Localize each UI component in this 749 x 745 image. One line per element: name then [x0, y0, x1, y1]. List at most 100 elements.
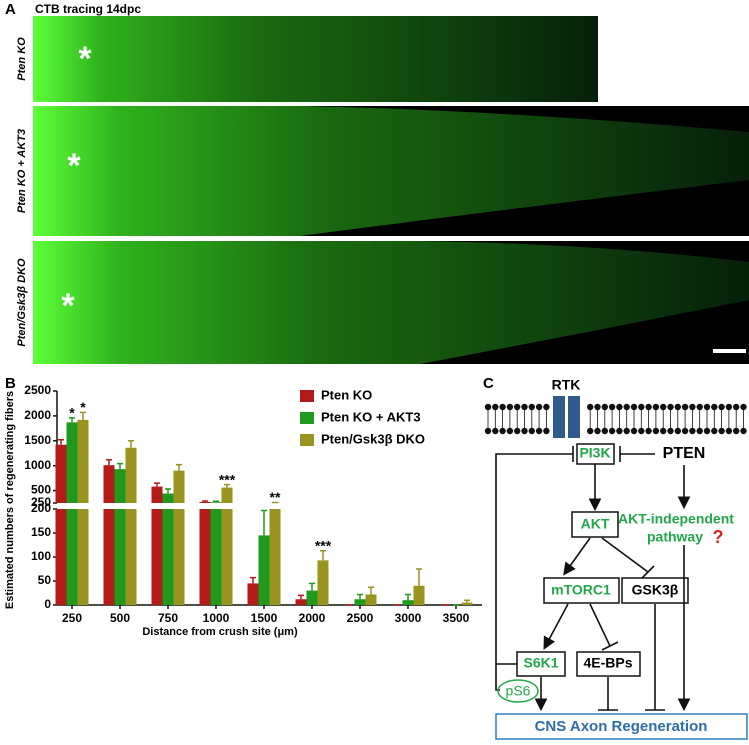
lipid-head — [660, 404, 666, 410]
y-tick-upper-label: 1000 — [24, 458, 51, 472]
significance: * — [69, 405, 75, 421]
lipid-head — [711, 428, 717, 434]
lipid-head — [616, 404, 622, 410]
note-line: AKT-independent — [618, 511, 734, 527]
lipid-head — [653, 404, 659, 410]
lipid-head — [704, 404, 710, 410]
lipid-head — [682, 404, 688, 410]
marker: * — [67, 147, 81, 185]
significance: *** — [315, 537, 332, 553]
x-tick-label: 1000 — [203, 611, 230, 625]
row-label: Pten KO — [16, 37, 28, 81]
y-tick-upper-label: 2000 — [24, 408, 51, 422]
receptor — [553, 396, 565, 438]
y-tick-label: 0 — [44, 597, 51, 611]
lipid-head — [507, 428, 513, 434]
y-tick-label: 50 — [38, 573, 52, 587]
error-bar — [128, 441, 134, 448]
lipid-head — [536, 404, 542, 410]
inhibition-bar — [642, 566, 654, 578]
error-bar — [117, 464, 123, 469]
bar — [67, 509, 78, 605]
lipid-head — [521, 428, 527, 434]
lipid-head — [536, 428, 542, 434]
error-bar — [298, 595, 304, 599]
lipid-head — [660, 428, 666, 434]
bar — [163, 494, 174, 503]
marker: * — [78, 40, 92, 78]
y-tick-upper-label: 1500 — [24, 433, 51, 447]
bar — [366, 594, 377, 605]
error-bar — [106, 460, 112, 465]
lipid-head — [645, 404, 651, 410]
error-bar — [250, 578, 256, 584]
inhibition — [590, 604, 610, 646]
lipid-head — [602, 404, 608, 410]
x-tick-label: 1500 — [251, 611, 278, 625]
bar — [56, 509, 67, 605]
bar-chart: B0501001502002505001000150020002500Estim… — [4, 375, 485, 638]
bar — [104, 509, 115, 605]
bar — [200, 509, 211, 605]
note-line: pathway — [647, 529, 703, 545]
x-tick-label: 2000 — [299, 611, 326, 625]
x-tick-label: 3500 — [443, 611, 470, 625]
bar — [200, 502, 211, 503]
bar — [211, 509, 222, 605]
error-bar — [309, 583, 315, 590]
node-label: AKT — [581, 516, 610, 532]
lipid-head — [711, 404, 717, 410]
lipid-head — [594, 404, 600, 410]
arrow — [565, 538, 590, 573]
lipid-head — [638, 404, 644, 410]
bar — [259, 535, 270, 605]
bar — [115, 509, 126, 605]
bar — [307, 591, 318, 605]
lipid-head — [718, 404, 724, 410]
lipid-head — [675, 404, 681, 410]
node-label: S6K1 — [523, 655, 558, 671]
error-bar — [416, 569, 422, 586]
y-tick-upper-label: 250 — [31, 495, 51, 509]
bar — [152, 487, 163, 503]
bar — [222, 488, 233, 503]
y-tick-label: 150 — [31, 525, 51, 539]
lipid-head — [704, 428, 710, 434]
marker: * — [61, 287, 75, 325]
lipid-head — [587, 404, 593, 410]
bar — [222, 509, 233, 605]
question-mark: ? — [713, 527, 724, 547]
lipid-head — [587, 428, 593, 434]
lipid-head — [602, 428, 608, 434]
micrograph — [33, 16, 598, 102]
lipid-head — [594, 428, 600, 434]
legend-swatch — [300, 434, 314, 446]
lipid-head — [529, 404, 535, 410]
lipid-head — [733, 404, 739, 410]
x-tick-label: 2500 — [347, 611, 374, 625]
lipid-head — [653, 428, 659, 434]
bar — [56, 445, 67, 503]
bar — [152, 509, 163, 605]
lipid-head — [638, 428, 644, 434]
error-bar — [165, 489, 171, 493]
lipid-head — [514, 428, 520, 434]
lipid-head — [624, 428, 630, 434]
lipid-head — [631, 428, 637, 434]
lipid-head — [740, 404, 746, 410]
row-label: Pten KO + AKT3 — [16, 129, 28, 213]
node-label: PTEN — [663, 445, 706, 462]
bar — [126, 509, 137, 605]
lipid-head — [740, 428, 746, 434]
error-bar — [154, 483, 160, 486]
x-tick-label: 3000 — [395, 611, 422, 625]
bar — [78, 509, 89, 605]
lipid-head — [543, 404, 549, 410]
lipid-head — [609, 428, 615, 434]
lipid-head — [609, 404, 615, 410]
x-tick-label: 500 — [110, 611, 130, 625]
arrow — [545, 604, 568, 647]
node-label: mTORC1 — [551, 582, 611, 598]
significance: ** — [270, 489, 281, 505]
